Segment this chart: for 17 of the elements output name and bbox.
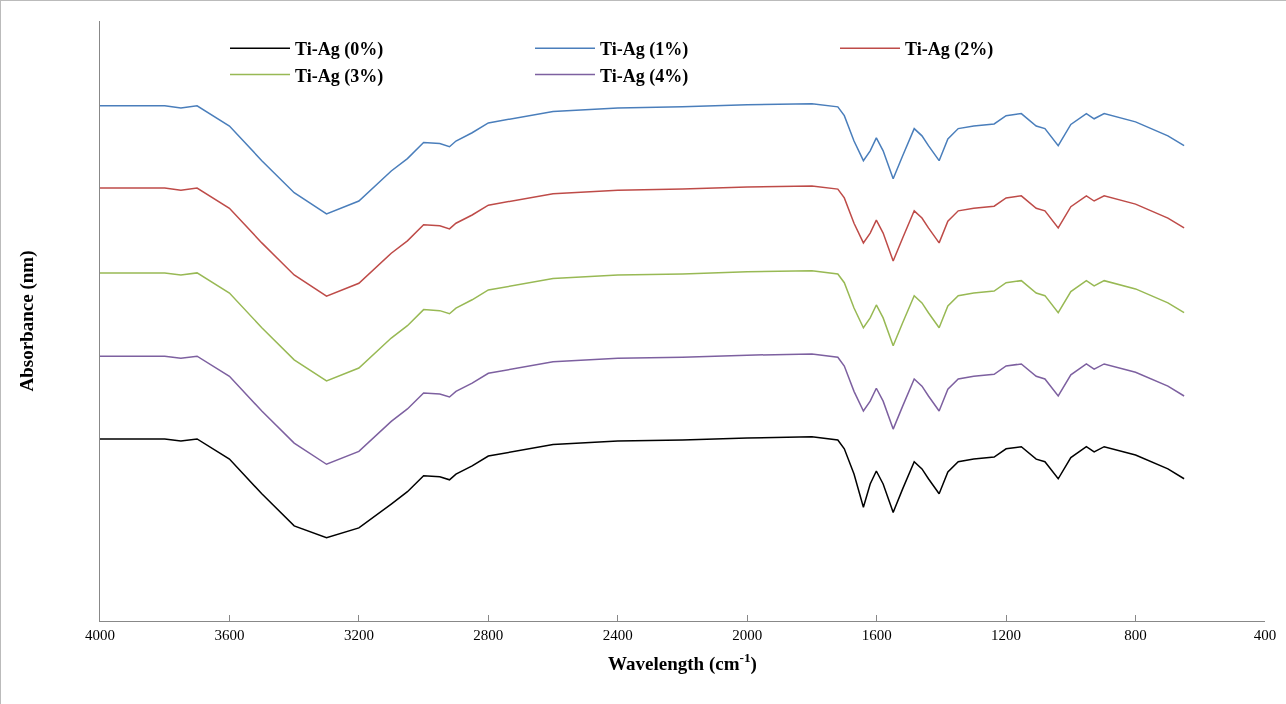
x-tick-label: 3600 [214, 627, 245, 643]
x-tick-label: 3200 [343, 627, 374, 643]
x-axis-title: Wavelength (cm$^{-1}$) [608, 649, 757, 675]
legend-label: Ti-Ag (3%) [295, 65, 384, 87]
x-tick-label: 2000 [732, 627, 763, 643]
x-tick-label: 1200 [991, 627, 1022, 643]
x-tick-label: 400 [1253, 627, 1277, 643]
legend-label: Ti-Ag (2%) [905, 39, 994, 61]
x-tick-label: 4000 [85, 627, 115, 643]
legend-label: Ti-Ag (1%) [600, 39, 689, 61]
x-tick-label: 800 [1124, 627, 1147, 643]
x-tick-label: 1600 [861, 627, 892, 643]
y-axis-title: Absorbance (nm) [15, 250, 38, 392]
legend-label: Ti-Ag (4%) [600, 65, 689, 87]
legend-label: Ti-Ag (0%) [295, 39, 384, 61]
x-tick-label: 2800 [473, 627, 504, 643]
x-tick-label: 2400 [602, 627, 633, 643]
